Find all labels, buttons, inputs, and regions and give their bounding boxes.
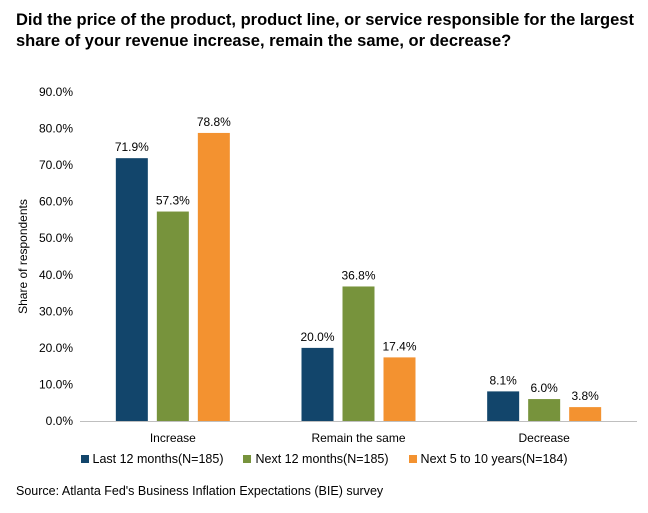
- y-axis-title: Share of respondents: [16, 199, 30, 314]
- legend-item-series-2: Next 5 to 10 years(N=184): [408, 452, 568, 466]
- y-tick-label: 50.0%: [39, 231, 73, 245]
- bar-series-1: [528, 399, 561, 421]
- legend-swatch-series-1: [243, 455, 252, 463]
- data-label: 57.3%: [156, 194, 190, 208]
- x-category-label: Decrease: [518, 431, 570, 445]
- legend-label-series-2: Next 5 to 10 years(N=184): [420, 452, 568, 466]
- y-tick-label: 80.0%: [39, 122, 73, 136]
- data-label: 17.4%: [382, 339, 416, 353]
- y-tick-label: 20.0%: [39, 341, 73, 355]
- bar-series-0: [115, 158, 148, 421]
- chart-title: Did the price of the product, product li…: [16, 11, 634, 50]
- y-tick-label: 40.0%: [39, 268, 73, 282]
- bar-chart: 0.0% 10.0% 20.0% 30.0% 40.0% 50.0% 60.0% 70.0% 8…: [16, 85, 637, 445]
- data-label: 36.8%: [341, 268, 375, 282]
- x-category-label: Increase: [150, 431, 196, 445]
- legend-label-series-0: Last 12 months(N=185): [92, 452, 224, 466]
- y-tick-label: 10.0%: [39, 377, 73, 391]
- data-label: 3.8%: [571, 389, 599, 403]
- legend-label-series-1: Next 12 months(N=185): [255, 452, 389, 466]
- bar-series-2: [197, 132, 230, 422]
- source-note: Source: Atlanta Fed's Business Inflation…: [16, 484, 384, 498]
- legend-swatch-series-2: [408, 455, 417, 463]
- bar-series-0: [301, 347, 334, 421]
- y-tick-label: 90.0%: [39, 85, 73, 99]
- legend: Last 12 months(N=185) Next 12 months(N=1…: [0, 452, 648, 466]
- bar-series-2: [569, 407, 602, 421]
- data-label: 20.0%: [300, 330, 334, 344]
- y-tick-label: 30.0%: [39, 304, 73, 318]
- data-label: 71.9%: [115, 140, 149, 154]
- y-tick-label: 0.0%: [46, 414, 74, 428]
- legend-item-series-1: Next 12 months(N=185): [243, 452, 389, 466]
- y-tick-label: 60.0%: [39, 195, 73, 209]
- legend-item-series-0: Last 12 months(N=185): [80, 452, 224, 466]
- bar-series-2: [383, 357, 416, 421]
- bar-series-0: [487, 391, 520, 421]
- bar-series-1: [342, 286, 375, 421]
- y-tick-label: 70.0%: [39, 158, 73, 172]
- bar-series-1: [156, 211, 189, 421]
- data-label: 8.1%: [489, 373, 517, 387]
- data-label: 6.0%: [530, 381, 558, 395]
- x-category-label: Remain the same: [311, 431, 405, 445]
- data-label: 78.8%: [197, 115, 231, 129]
- legend-swatch-series-0: [80, 455, 89, 463]
